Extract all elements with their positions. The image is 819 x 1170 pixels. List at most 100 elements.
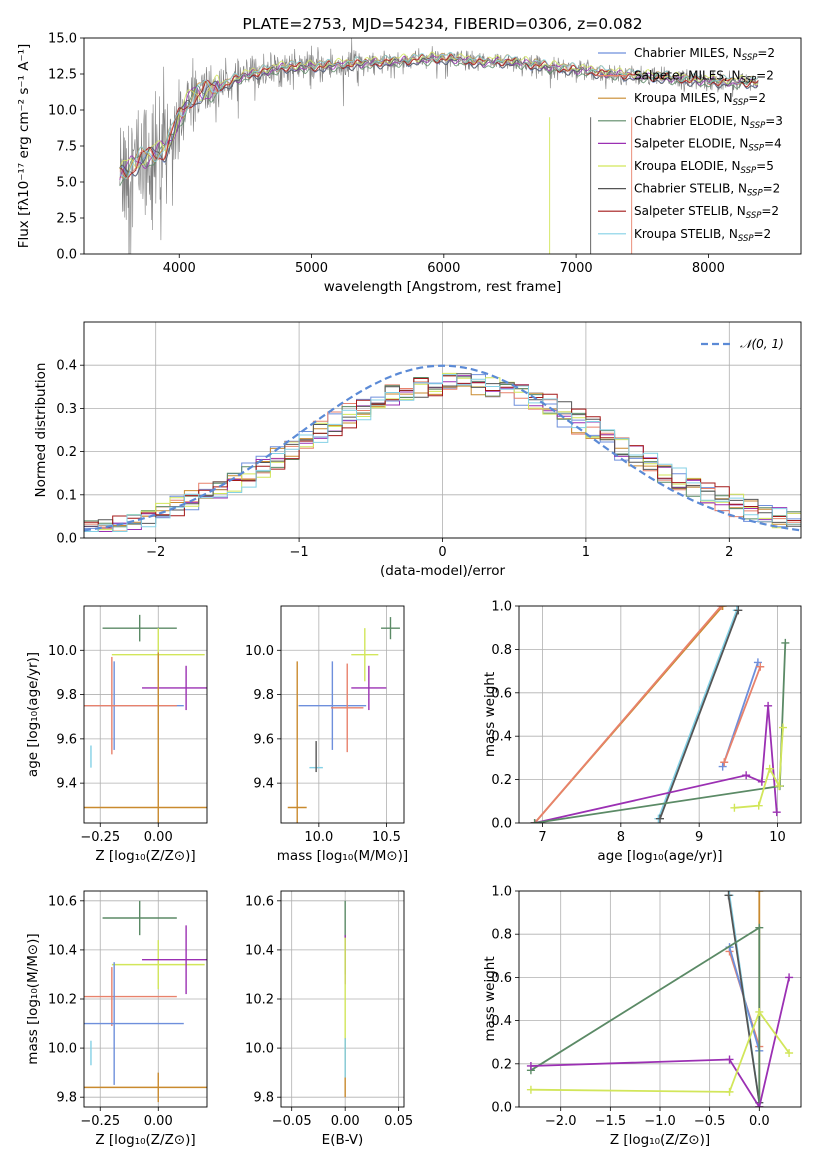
x-tick-label: −0.05 (272, 1114, 312, 1129)
y-tick-label: 2.5 (56, 212, 77, 227)
weight-point-marker (778, 723, 787, 732)
x-tick-label: 7000 (560, 261, 593, 276)
y-tick-label: 9.6 (253, 732, 274, 747)
legend-entry: Chabrier MILES, NSSP=2 (634, 46, 775, 63)
x-tick-label: 2 (725, 545, 733, 560)
legend-entry: 𝒩(0, 1) (740, 337, 784, 351)
weight-point-marker (755, 1103, 764, 1107)
y-tick-label: 12.5 (48, 68, 77, 83)
y-tick-label: 10.2 (245, 993, 274, 1008)
plot-area (84, 614, 207, 823)
y-axis-label: Flux [fλ10⁻¹⁷ erg cm⁻² s⁻¹ A⁻¹] (16, 44, 32, 249)
weight-series-line (659, 609, 740, 820)
errorbar-point (102, 900, 177, 936)
x-tick-label: 8 (617, 830, 625, 845)
weight-point-marker (772, 808, 781, 817)
weight-series-line (530, 926, 761, 1107)
x-tick-label: 0.00 (144, 1114, 173, 1129)
weight-series-line (530, 1010, 790, 1093)
chart-title: PLATE=2753, MJD=54234, FIBERID=0306, z=0… (242, 15, 642, 33)
axes-frame (518, 605, 802, 824)
y-tick-label: 9.8 (56, 688, 77, 703)
y-tick-label: 0.0 (491, 817, 512, 832)
errorbar-point (331, 663, 364, 753)
x-tick-label: −1.5 (595, 1114, 627, 1129)
panel-residuals: −2 −1 0 1 2 0.0 0.1 0.2 0.3 0.4 (data-model)/error… (33, 321, 802, 579)
y-tick-label: 1.0 (491, 600, 512, 615)
weight-point-marker (526, 1061, 535, 1070)
plot-area (526, 891, 794, 1107)
weight-point-marker (781, 638, 790, 647)
y-tick-label: 10.0 (245, 1042, 274, 1057)
weight-point-marker (754, 801, 763, 810)
errorbar-point (84, 1072, 207, 1103)
weight-series-line (657, 609, 738, 820)
weight-point-marker (755, 923, 764, 932)
legend-entry: Salpeter STELIB, NSSP=2 (634, 204, 779, 221)
y-axis-label: mass [log₁₀(M/M⊙)] (25, 933, 41, 1064)
x-tick-label: 0.00 (144, 830, 173, 845)
x-tick-label: −1.0 (644, 1114, 676, 1129)
spectrum-legend: Chabrier MILES, NSSP=2 Salpeter MILES, NS… (598, 46, 783, 244)
x-tick-label: 10 (769, 830, 786, 845)
weight-point-marker (718, 606, 727, 610)
y-tick-label: 9.8 (56, 1091, 77, 1106)
weight-point-marker (530, 819, 539, 823)
axes-frame (83, 890, 208, 1108)
weight-point-marker (718, 762, 727, 771)
weight-point-marker (656, 814, 664, 823)
plot-area (84, 900, 207, 1103)
y-tick-label: 0.0 (491, 1101, 512, 1116)
y-tick-label: 0.2 (491, 773, 512, 788)
plot-area (287, 617, 400, 823)
axes-frame (83, 37, 802, 255)
x-axis-label: Z [log₁₀(Z/Z⊙)] (610, 1132, 710, 1148)
axes-frame (518, 890, 802, 1108)
x-tick-label: 10.0 (304, 830, 333, 845)
y-axis-label: Normed distribution (33, 363, 49, 498)
errorbar-point (351, 628, 379, 682)
residual-histogram (84, 375, 801, 529)
weight-point-marker (755, 891, 764, 895)
x-tick-label: −2 (146, 545, 165, 560)
axes-frame (83, 605, 208, 824)
panel-weight-vs-age: 7 8 9 10 0.0 0.2 0.4 0.6 0.8 1.0 age [log₁₀(age/yr… (482, 600, 802, 864)
y-tick-label: 0.2 (491, 1057, 512, 1072)
weight-point-marker (785, 973, 794, 982)
x-tick-label: 8000 (692, 261, 725, 276)
y-tick-label: 0.3 (56, 402, 77, 417)
x-tick-label: 10.5 (372, 830, 401, 845)
panel-weight-vs-Z: −2.0 −1.5 −1.0 −0.5 0.0 0.0 0.2 0.4 0.6 0.8 1.0 Z [… (482, 885, 802, 1148)
axes-frame (280, 890, 405, 1108)
x-tick-label: 7 (538, 830, 546, 845)
axes-frame (83, 321, 802, 539)
y-axis-label: mass weight (482, 672, 498, 757)
legend-entry: Chabrier STELIB, NSSP=2 (634, 182, 780, 199)
x-tick-label: 9 (695, 830, 703, 845)
x-tick-label: −2.0 (545, 1114, 577, 1129)
y-tick-label: 0.6 (491, 971, 512, 986)
errorbar-point (142, 925, 207, 995)
errorbar-point (381, 617, 400, 640)
y-tick-label: 0.2 (56, 445, 77, 460)
errorbar-point (102, 614, 177, 642)
y-tick-label: 0.8 (491, 928, 512, 943)
y-tick-label: 0.4 (491, 1014, 512, 1029)
y-tick-label: 0.0 (56, 248, 77, 263)
x-tick-label: 0.0 (749, 1114, 770, 1129)
y-tick-label: 10.0 (48, 1042, 77, 1057)
plot-area (530, 606, 790, 823)
errorbar-point (84, 656, 177, 755)
weight-series-line (723, 666, 762, 763)
x-axis-label: Z [log₁₀(Z/Z⊙)] (95, 1132, 195, 1148)
x-tick-label: 4000 (163, 261, 196, 276)
errorbar-point (142, 665, 207, 711)
x-tick-label: 5000 (295, 261, 328, 276)
y-tick-label: 1.0 (491, 885, 512, 900)
weight-point-marker (526, 1085, 535, 1094)
weight-point-marker (734, 606, 743, 615)
x-tick-label: 0.05 (384, 1114, 413, 1129)
x-tick-label: 1 (582, 545, 590, 560)
weight-point-marker (785, 1049, 794, 1057)
legend-entry: Kroupa ELODIE, NSSP=5 (634, 159, 774, 176)
